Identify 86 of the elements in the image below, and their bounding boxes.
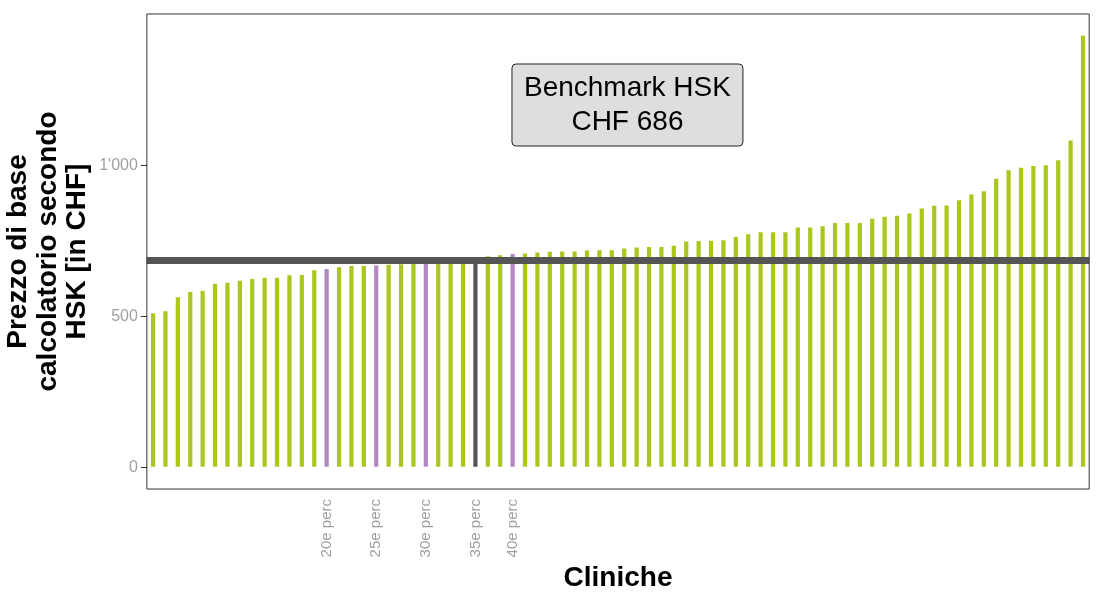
x-tick-label: 25e perc <box>366 498 384 558</box>
bar <box>150 313 156 467</box>
bar <box>770 232 776 467</box>
bar <box>1031 165 1036 467</box>
bar <box>361 265 366 467</box>
bar <box>225 282 230 467</box>
bar <box>894 215 900 467</box>
bar <box>374 265 379 467</box>
bar <box>919 208 924 467</box>
bar <box>175 297 180 467</box>
x-axis-title: Cliniche <box>563 560 673 592</box>
bar <box>708 240 714 467</box>
bar <box>163 311 168 467</box>
bar <box>932 205 937 467</box>
bar <box>535 252 540 467</box>
bar <box>200 291 205 467</box>
x-tick-label: 20e perc <box>316 498 334 558</box>
bar <box>1018 167 1024 467</box>
bar <box>870 218 875 467</box>
bar <box>250 278 255 467</box>
bar <box>237 280 242 467</box>
bar <box>423 262 428 467</box>
bar <box>969 194 974 467</box>
bar <box>349 265 354 467</box>
bar <box>746 234 751 467</box>
bar <box>262 277 267 467</box>
x-tick-label: 40e perc <box>502 498 520 558</box>
bar <box>287 275 292 467</box>
bar <box>696 240 701 467</box>
bar <box>820 226 825 467</box>
bar <box>1043 165 1048 467</box>
bar <box>609 250 614 467</box>
bar <box>1068 140 1073 467</box>
bar <box>684 241 689 467</box>
bar <box>845 222 850 467</box>
y-tick-label: 1'000 <box>99 156 138 174</box>
bar <box>659 246 664 467</box>
y-axis-title: Prezzo di base calcolatorio secondo HSK [in CHF] <box>1 111 92 392</box>
bar <box>783 232 788 467</box>
bar <box>646 246 652 467</box>
bar <box>485 256 490 467</box>
bar <box>411 263 416 467</box>
bar <box>1006 170 1011 467</box>
bar <box>398 264 404 467</box>
bar <box>547 251 552 467</box>
bar <box>832 222 838 467</box>
bar <box>795 227 800 467</box>
bar <box>1056 160 1061 467</box>
bar <box>436 262 441 467</box>
bar <box>857 222 862 467</box>
bar <box>522 253 528 467</box>
bar <box>994 178 999 467</box>
bar <box>336 267 342 467</box>
bar <box>324 269 329 467</box>
bar <box>274 277 280 467</box>
bar <box>188 291 193 467</box>
bar <box>448 261 453 467</box>
bar <box>584 250 590 467</box>
bar <box>882 216 887 467</box>
bar <box>721 240 726 467</box>
bar <box>560 251 565 467</box>
bar <box>498 255 503 467</box>
bar <box>634 247 639 467</box>
bar <box>758 232 763 467</box>
bar <box>312 270 317 467</box>
x-tick-label: 30e perc <box>415 498 433 558</box>
bar <box>622 248 627 467</box>
bar <box>808 227 813 467</box>
bar <box>1080 35 1086 467</box>
bar <box>212 283 218 467</box>
bar <box>299 275 304 467</box>
y-tick-label: 500 <box>111 307 138 325</box>
annotation: Benchmark HSK CHF 686 <box>523 70 732 136</box>
bar <box>460 261 466 467</box>
x-tick-label: 35e perc <box>465 498 483 558</box>
bar <box>510 253 515 467</box>
bar <box>572 251 577 467</box>
bar <box>733 237 738 467</box>
bar <box>597 250 602 467</box>
bar <box>981 191 986 467</box>
bar <box>907 213 912 467</box>
bar <box>386 264 391 467</box>
y-tick-label: 0 <box>128 457 138 475</box>
bar <box>956 200 962 467</box>
bar <box>944 205 949 467</box>
bar <box>671 245 676 467</box>
